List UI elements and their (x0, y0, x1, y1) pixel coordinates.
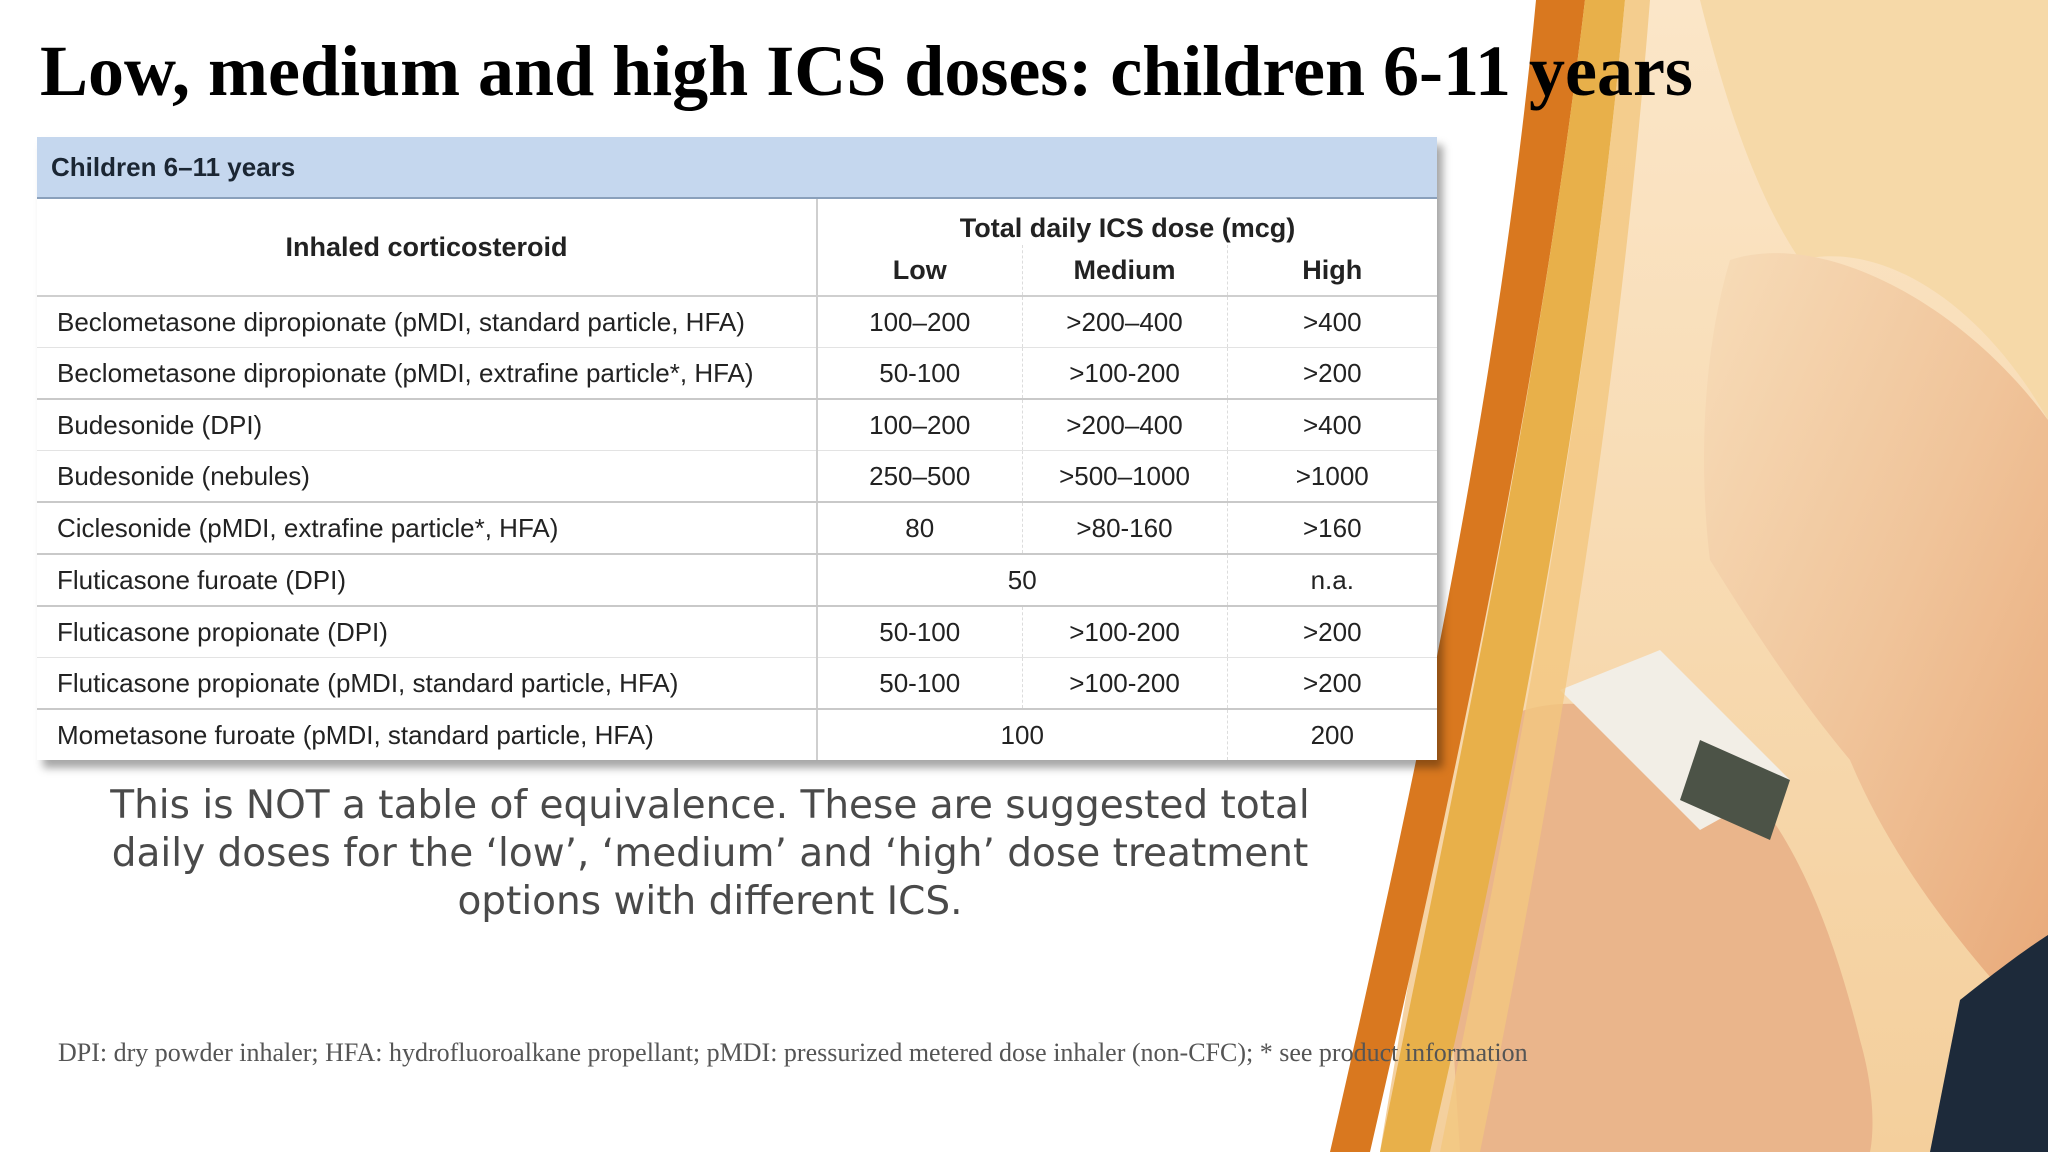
drug-name: Beclometasone dipropionate (pMDI, extraf… (37, 347, 818, 400)
column-header-low: Low (817, 245, 1022, 297)
dose-high: >200 (1227, 606, 1438, 658)
dose-medium: >100-200 (1022, 657, 1228, 710)
table-row: Mometasone furoate (pMDI, standard parti… (37, 709, 1437, 760)
dose-low: 100–200 (817, 296, 1023, 348)
table-row: Budesonide (nebules) 250–500 >500–1000 >… (37, 450, 1438, 503)
dose-low: 250–500 (817, 450, 1023, 503)
drug-name: Mometasone furoate (pMDI, standard parti… (37, 709, 818, 760)
drug-name: Ciclesonide (pMDI, extrafine particle*, … (37, 502, 818, 555)
dose-medium: >500–1000 (1022, 450, 1228, 503)
dose-medium: >100-200 (1022, 347, 1228, 400)
dose-low: 50-100 (817, 657, 1023, 710)
table-row: Ciclesonide (pMDI, extrafine particle*, … (37, 502, 1438, 555)
table-row: Fluticasone furoate (DPI) 50 n.a. (37, 554, 1438, 607)
dose-low: 100–200 (817, 399, 1023, 451)
drug-name: Budesonide (nebules) (37, 450, 818, 503)
dose-high: >200 (1227, 657, 1438, 710)
table-row: Fluticasone propionate (pMDI, standard p… (37, 657, 1438, 710)
drug-name: Fluticasone furoate (DPI) (37, 554, 818, 607)
table-row: Beclometasone dipropionate (pMDI, standa… (37, 296, 1438, 348)
table-caption: Children 6–11 years (37, 137, 1438, 199)
column-header-high: High (1227, 245, 1438, 297)
dose-high: n.a. (1227, 554, 1438, 607)
dose-high: >1000 (1227, 450, 1438, 503)
dose-low-medium: 100 (817, 709, 1228, 760)
dose-low-medium: 50 (817, 554, 1228, 607)
ics-dose-table: Children 6–11 years Inhaled corticostero… (37, 137, 1438, 760)
dose-medium: >200–400 (1022, 296, 1228, 348)
drug-name: Fluticasone propionate (pMDI, standard p… (37, 657, 818, 710)
ics-dose-table-panel: Children 6–11 years Inhaled corticostero… (37, 137, 1438, 760)
column-header-ics: Inhaled corticosteroid (37, 198, 818, 297)
table-row: Fluticasone propionate (DPI) 50-100 >100… (37, 606, 1438, 658)
drug-name: Fluticasone propionate (DPI) (37, 606, 818, 658)
dose-medium: >80-160 (1022, 502, 1228, 555)
drug-name: Beclometasone dipropionate (pMDI, standa… (37, 296, 818, 348)
dose-high: >400 (1227, 296, 1438, 348)
table-row: Beclometasone dipropionate (pMDI, extraf… (37, 347, 1438, 400)
equivalence-note: This is NOT a table of equivalence. Thes… (110, 783, 1310, 924)
dose-high: >200 (1227, 347, 1438, 400)
table-row: Budesonide (DPI) 100–200 >200–400 >400 (37, 399, 1438, 451)
slide-title: Low, medium and high ICS doses: children… (40, 31, 1693, 111)
abbreviations-footnote: DPI: dry powder inhaler; HFA: hydrofluor… (58, 1038, 1528, 1067)
dose-medium: >200–400 (1022, 399, 1228, 451)
dose-medium: >100-200 (1022, 606, 1228, 658)
column-header-medium: Medium (1021, 245, 1228, 297)
dose-low: 50-100 (817, 347, 1023, 400)
dose-low: 50-100 (817, 606, 1023, 658)
dose-high: 200 (1310, 719, 1354, 750)
dose-low: 80 (817, 502, 1023, 555)
drug-name: Budesonide (DPI) (37, 399, 818, 451)
dose-high: >160 (1227, 502, 1438, 555)
column-header-total-dose: Total daily ICS dose (mcg) (817, 198, 1438, 245)
dose-high: >400 (1227, 399, 1438, 451)
